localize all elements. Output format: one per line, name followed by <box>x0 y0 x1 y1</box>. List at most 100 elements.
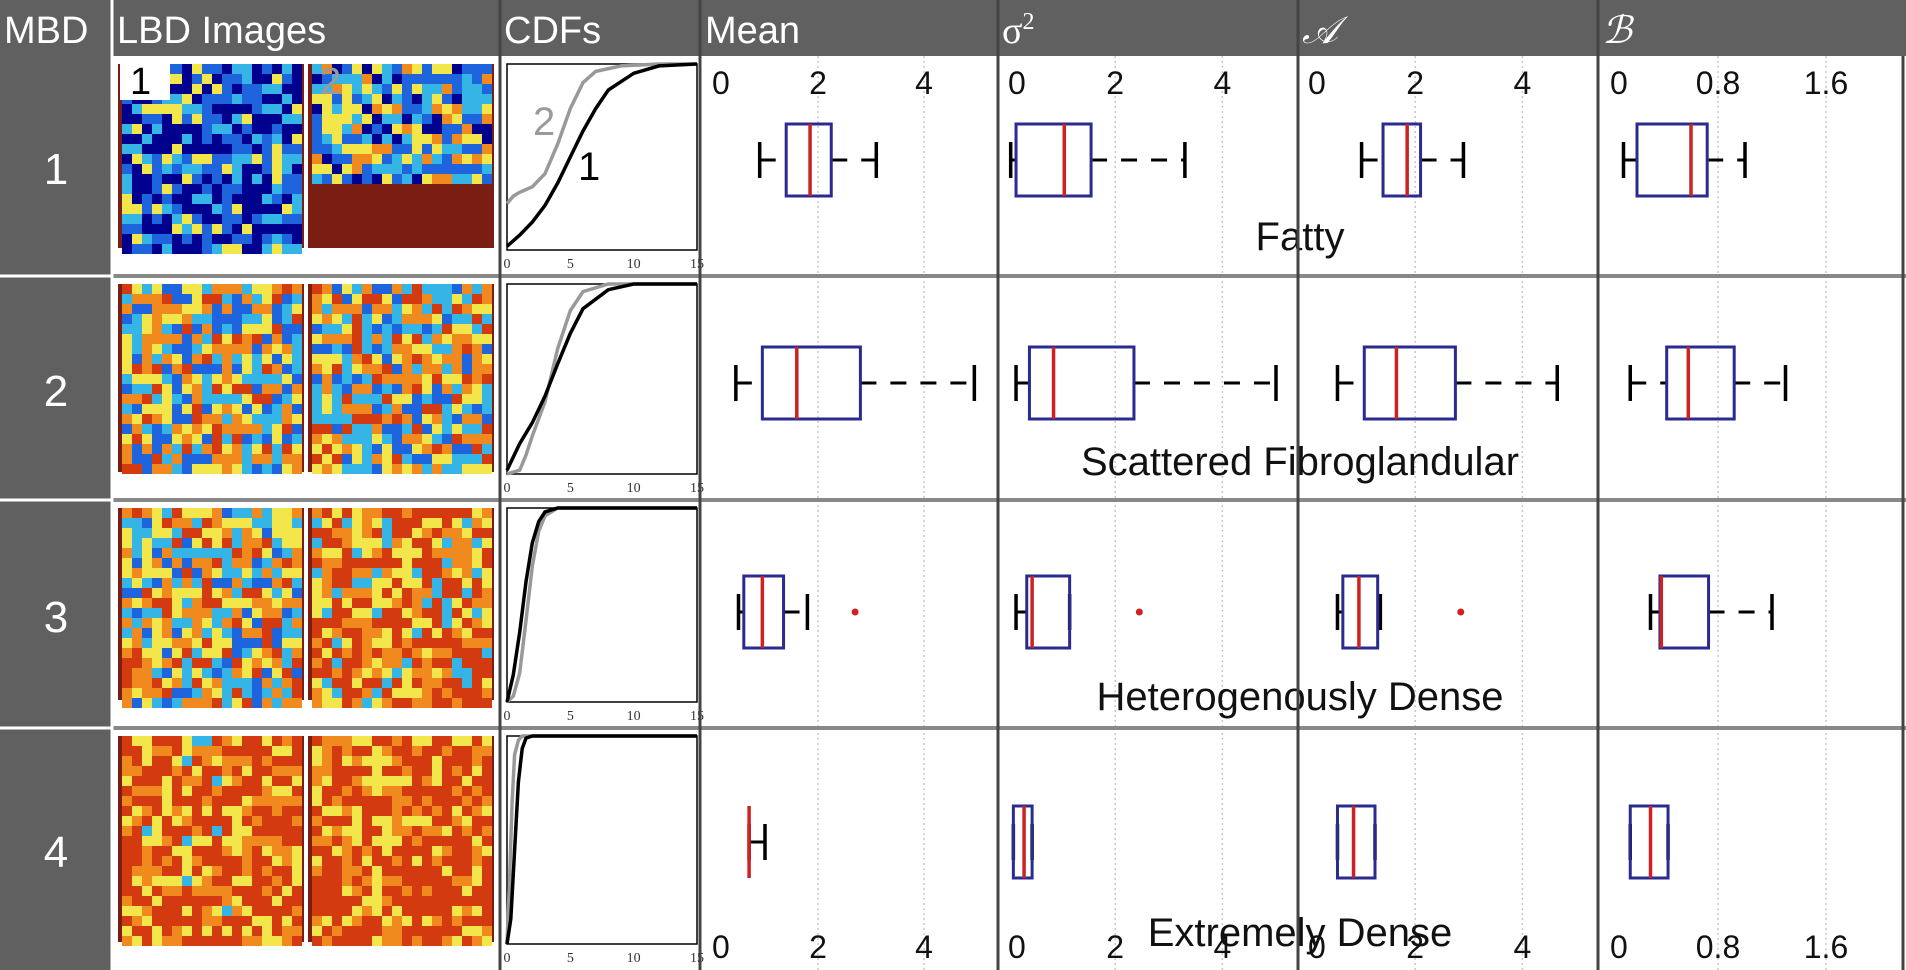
lbd-pixel <box>262 876 272 886</box>
lbd-pixel <box>272 94 282 104</box>
lbd-pixel <box>132 424 142 434</box>
lbd-pixel <box>262 776 272 786</box>
lbd-pixel <box>172 304 182 314</box>
lbd-pixel <box>202 154 212 164</box>
lbd-pixel <box>462 324 472 334</box>
lbd-pixel <box>442 698 452 708</box>
lbd-pixel <box>432 384 442 394</box>
lbd-pixel <box>172 698 182 708</box>
lbd-pixel <box>122 364 132 374</box>
lbd-pixel <box>172 294 182 304</box>
lbd-pixel <box>132 836 142 846</box>
lbd-pixel <box>452 344 462 354</box>
lbd-pixel <box>142 134 152 144</box>
lbd-pixel <box>472 558 482 568</box>
lbd-pixel <box>452 558 462 568</box>
lbd-pixel <box>432 528 442 538</box>
lbd-pixel <box>202 518 212 528</box>
lbd-pixel <box>242 588 252 598</box>
lbd-pixel <box>442 876 452 886</box>
lbd-pixel <box>202 124 212 134</box>
lbd-pixel <box>292 826 302 836</box>
lbd-pixel <box>152 638 162 648</box>
lbd-pixel <box>412 344 422 354</box>
lbd-pixel <box>292 578 302 588</box>
lbd-pixel <box>162 404 172 414</box>
lbd-pixel <box>362 926 372 936</box>
lbd-pixel <box>482 826 492 836</box>
lbd-pixel <box>162 836 172 846</box>
lbd-pixel <box>452 528 462 538</box>
lbd-pixel <box>282 776 292 786</box>
lbd-pixel <box>362 658 372 668</box>
lbd-pixel <box>232 756 242 766</box>
tick-label: 4 <box>1214 65 1232 101</box>
lbd-pixel <box>232 816 242 826</box>
lbd-pixel <box>312 698 322 708</box>
lbd-pixel <box>332 424 342 434</box>
lbd-pixel <box>152 244 162 254</box>
lbd-pixel <box>202 866 212 876</box>
lbd-pixel <box>342 688 352 698</box>
lbd-pixel <box>402 588 412 598</box>
lbd-pixel <box>382 896 392 906</box>
cdf-line-series-1 <box>505 734 697 945</box>
lbd-pixel <box>182 558 192 568</box>
lbd-pixel <box>132 558 142 568</box>
lbd-pixel <box>392 174 402 184</box>
lbd-pixel <box>382 698 392 708</box>
lbd-pixel <box>452 538 462 548</box>
lbd-pixel <box>242 568 252 578</box>
lbd-pixel <box>272 618 282 628</box>
lbd-pixel <box>232 234 242 244</box>
lbd-pixel <box>332 668 342 678</box>
lbd-pixel <box>322 916 332 926</box>
lbd-pixel <box>432 628 442 638</box>
lbd-pixel <box>232 578 242 588</box>
lbd-pixel <box>402 926 412 936</box>
lbd-pixel <box>252 224 262 234</box>
lbd-pixel <box>282 568 292 578</box>
lbd-pixel <box>192 638 202 648</box>
lbd-pixel <box>162 766 172 776</box>
lbd-pixel <box>442 314 452 324</box>
lbd-pixel <box>292 64 302 74</box>
lbd-pixel <box>292 344 302 354</box>
lbd-pixel <box>152 234 162 244</box>
lbd-pixel <box>132 756 142 766</box>
lbd-pixel <box>222 114 232 124</box>
lbd-pixel <box>282 558 292 568</box>
lbd-pixel <box>212 64 222 74</box>
lbd-pixel <box>482 414 492 424</box>
lbd-pixel <box>292 568 302 578</box>
lbd-pixel <box>442 936 452 946</box>
lbd-pixel <box>432 756 442 766</box>
lbd-pixel <box>202 194 212 204</box>
lbd-pixel <box>212 508 222 518</box>
lbd-pixel <box>252 618 262 628</box>
lbd-pixel <box>242 688 252 698</box>
lbd-pixel <box>212 936 222 946</box>
lbd-pixel <box>382 324 392 334</box>
lbd-pixel <box>222 508 232 518</box>
lbd-pixel <box>352 698 362 708</box>
lbd-pixel <box>292 444 302 454</box>
lbd-pixel <box>362 518 372 528</box>
lbd-pixel <box>142 678 152 688</box>
lbd-pixel <box>282 454 292 464</box>
lbd-pixel <box>212 658 222 668</box>
lbd-pixel <box>182 688 192 698</box>
lbd-pixel <box>282 244 292 254</box>
lbd-pixel <box>352 538 362 548</box>
lbd-pixel <box>262 74 272 84</box>
lbd-pixel <box>442 404 452 414</box>
lbd-pixel <box>202 284 212 294</box>
lbd-pixel <box>272 756 282 766</box>
lbd-pixel <box>232 424 242 434</box>
lbd-pixel <box>172 508 182 518</box>
lbd-pixel <box>142 184 152 194</box>
lbd-pixel <box>222 628 232 638</box>
lbd-pixel <box>332 598 342 608</box>
lbd-pixel <box>282 916 292 926</box>
lbd-pixel <box>472 926 482 936</box>
